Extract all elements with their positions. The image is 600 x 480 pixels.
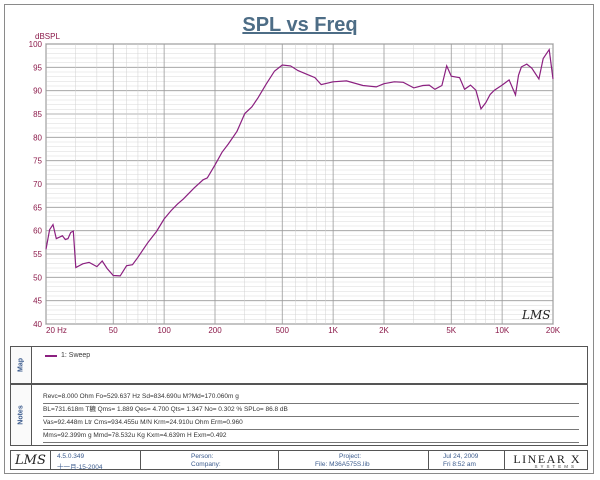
project-label: Project:	[339, 453, 362, 460]
footer-person-cell: Person: Company:	[141, 451, 279, 469]
person-label: Person:	[191, 453, 214, 460]
chart-title: SPL vs Freq	[242, 14, 358, 36]
footer-version-cell: 4.5.0.349 十一月-15-2004	[51, 451, 141, 471]
footer-date-cell: Jul 24, 2009 Fri 8:52 am	[429, 451, 505, 469]
map-panel: Map 1: Sweep	[10, 346, 588, 384]
footer-project-cell: Project: File: M36A575S.lib	[279, 451, 429, 469]
note-row: Revc=8.000 Ohm Fo=529.637 Hz Sd=834.690u…	[43, 392, 579, 404]
x-tick-label: 2K	[379, 326, 389, 335]
linearx-logo: LINEAR X	[513, 452, 581, 466]
x-tick-label: 50	[109, 326, 118, 335]
x-tick-label: 100	[157, 326, 171, 335]
legend-swatch	[45, 354, 57, 357]
y-tick-label: 90	[33, 87, 42, 96]
lms-logo: LMS	[15, 453, 46, 468]
note-row: Mms=92.399m g Mmd=78.532u Kg Kxm=4.639m …	[43, 431, 579, 443]
build-date-text: 十一月-15-2004	[57, 464, 103, 471]
notes-side-label: Notes	[11, 385, 32, 445]
y-tick-label: 65	[33, 203, 42, 212]
x-tick-label: 200	[208, 326, 222, 335]
notes-panel: Notes Revc=8.000 Ohm Fo=529.637 Hz Sd=83…	[10, 384, 588, 446]
series-sweep-line	[45, 47, 554, 277]
x-tick-label: 500	[276, 326, 290, 335]
x-tick-label: 20 Hz	[46, 326, 67, 335]
footer-logo-cell: LMS	[11, 451, 51, 469]
y-tick-label: 70	[33, 180, 42, 189]
y-tick-label: 40	[33, 320, 42, 329]
y-tick-label: 45	[33, 297, 42, 306]
time-text: Fri 8:52 am	[443, 461, 476, 468]
company-label: Company:	[191, 461, 221, 468]
legend-entry-sweep: 1: Sweep	[45, 352, 90, 359]
y-tick-label: 85	[33, 110, 42, 119]
footer-bar: LMS 4.5.0.349 十一月-15-2004 Person: Compan…	[10, 450, 588, 471]
date-text: Jul 24, 2009	[443, 453, 479, 460]
footer-brand-cell: LINEAR X SYSTEMS	[505, 451, 587, 469]
y-tick-label: 80	[33, 133, 42, 142]
x-tick-label: 5K	[446, 326, 456, 335]
note-row: Vas=92.448m Ltr Cms=934.455u M/N Krm=24.…	[43, 418, 579, 430]
y-tick-label: 95	[33, 63, 42, 72]
legend-label: 1: Sweep	[61, 352, 91, 359]
y-tick-label: 50	[33, 273, 42, 282]
linearx-sub: SYSTEMS	[534, 464, 577, 469]
x-tick-label: 10K	[495, 326, 510, 335]
y-tick-label: 75	[33, 157, 42, 166]
lms-watermark: LMS	[521, 308, 550, 322]
y-tick-label: 60	[33, 227, 42, 236]
x-tick-label: 20K	[546, 326, 561, 335]
version-text: 4.5.0.349	[57, 453, 85, 460]
y-tick-label: 100	[29, 40, 43, 49]
file-label: File: M36A575S.lib	[315, 461, 370, 468]
note-row: BL=731.618m T穮 Qms= 1.889 Qes= 4.700 Qts…	[43, 405, 579, 417]
map-side-label: Map	[11, 347, 32, 383]
y-axis-label: dBSPL	[35, 32, 60, 41]
x-tick-label: 1K	[328, 326, 338, 335]
y-tick-label: 55	[33, 250, 42, 259]
